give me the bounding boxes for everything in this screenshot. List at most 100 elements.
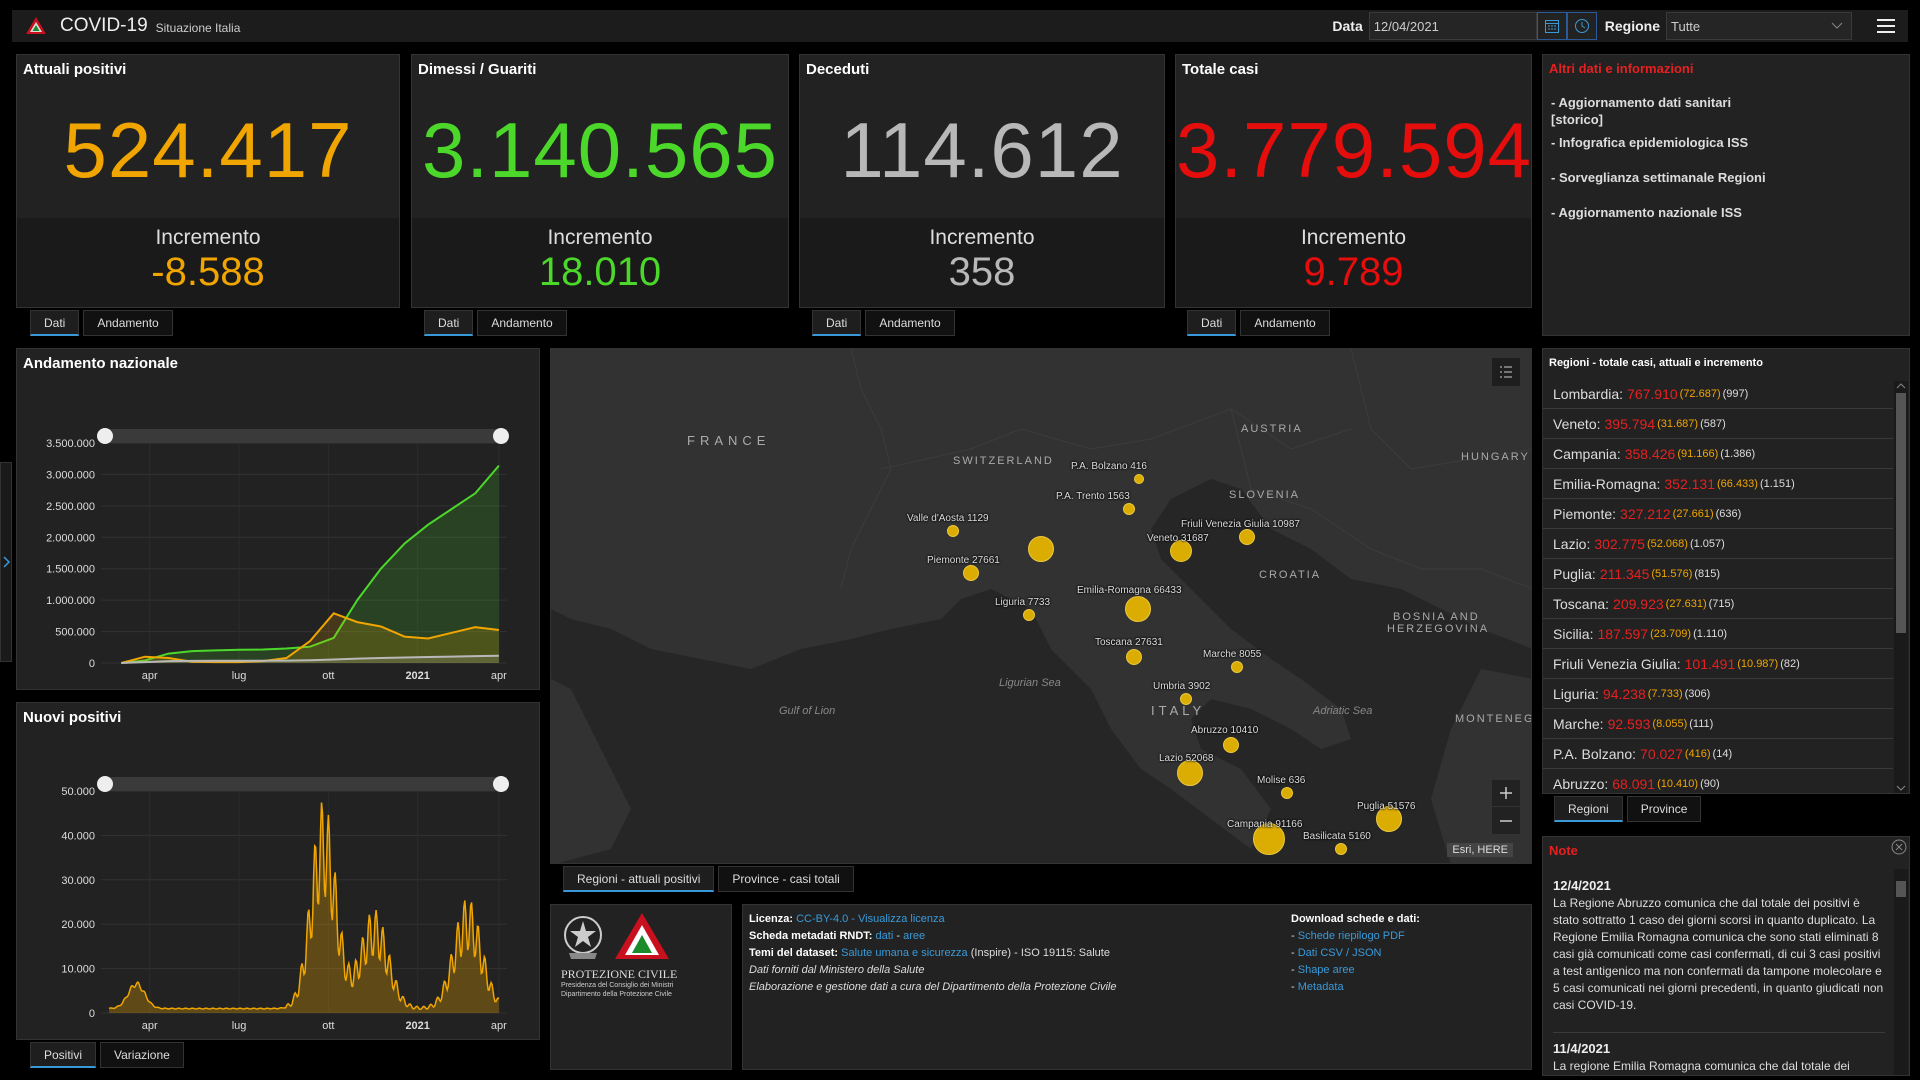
- map-bubble[interactable]: [1223, 737, 1239, 753]
- link-metadata[interactable]: Metadata: [1297, 981, 1344, 993]
- tab-variazione[interactable]: Variazione: [100, 1042, 184, 1068]
- region-row[interactable]: Friuli Venezia Giulia: 101.491 (10.987) (82…: [1543, 649, 1893, 679]
- map-layer-list-button[interactable]: [1491, 357, 1521, 387]
- link-cc-by[interactable]: CC-BY-4.0: [796, 913, 849, 925]
- region-increment: (14): [1712, 747, 1733, 760]
- map-bubble[interactable]: [1253, 823, 1285, 855]
- link-temi[interactable]: Salute umana e sicurezza: [841, 947, 968, 959]
- region-row[interactable]: Veneto: 395.794 (31.687) (587): [1543, 409, 1893, 439]
- info-link-iss[interactable]: - Aggiornamento nazionale ISS: [1551, 205, 1742, 220]
- region-name: Campania:: [1553, 445, 1621, 462]
- map-region-label: Veneto 31687: [1147, 533, 1209, 544]
- map-bubble[interactable]: [1123, 503, 1135, 515]
- side-toggle[interactable]: [0, 462, 12, 662]
- tab-province-totali[interactable]: Province - casi totali: [718, 866, 854, 892]
- tab-andamento[interactable]: Andamento: [477, 310, 567, 336]
- map-bubble[interactable]: [1125, 596, 1151, 622]
- link-shape[interactable]: Shape aree: [1297, 964, 1355, 976]
- map-panel[interactable]: FRANCE SWITZERLAND AUSTRIA HUNGARY SLOVE…: [550, 348, 1532, 864]
- region-row[interactable]: Piemonte: 327.212 (27.661) (636): [1543, 499, 1893, 529]
- range-slider-track[interactable]: [101, 429, 507, 443]
- region-row[interactable]: Liguria: 94.238 (7.733) (306): [1543, 679, 1893, 709]
- tab-andamento[interactable]: Andamento: [865, 310, 955, 336]
- stat-value: 114.612: [840, 106, 1124, 194]
- tab-dati[interactable]: Dati: [424, 310, 474, 336]
- region-row[interactable]: Toscana: 209.923 (27.631) (715): [1543, 589, 1893, 619]
- series-line[interactable]: [108, 802, 500, 1011]
- tab-dati[interactable]: Dati: [812, 310, 862, 336]
- region-row[interactable]: Emilia-Romagna: 352.131 (66.433) (1.151): [1543, 469, 1893, 499]
- map-bubble[interactable]: [1126, 649, 1142, 665]
- clock-button[interactable]: [1566, 12, 1597, 40]
- range-slider-handle[interactable]: [97, 776, 113, 792]
- nuovi-positivi-chart[interactable]: 0 10.000 20.000 30.000 40.000 50.000 apr lug ott…: [17, 731, 539, 1037]
- x-tick-label: lug: [232, 1020, 247, 1032]
- map-bubble[interactable]: [1281, 787, 1293, 799]
- map-bubble[interactable]: [1134, 474, 1144, 484]
- map-bubble[interactable]: [1376, 806, 1402, 832]
- region-row[interactable]: Puglia: 211.345 (51.576) (815): [1543, 559, 1893, 589]
- region-row[interactable]: Lazio: 302.775 (52.068) (1.057): [1543, 529, 1893, 559]
- region-total: 209.923: [1613, 595, 1664, 612]
- map-bubble[interactable]: [1335, 843, 1347, 855]
- map-bubble[interactable]: [1023, 609, 1035, 621]
- y-tick-label: 10.000: [61, 964, 95, 976]
- tab-dati[interactable]: Dati: [1187, 310, 1237, 336]
- range-slider-track[interactable]: [101, 777, 507, 791]
- info-link-infografica[interactable]: - Infografica epidemiologica ISS: [1551, 135, 1749, 150]
- region-row[interactable]: P.A. Bolzano: 70.027 (416) (14): [1543, 739, 1893, 769]
- map-bubble[interactable]: [1180, 693, 1192, 705]
- stat-inc: -8.588: [151, 250, 265, 294]
- series-line[interactable]: [121, 464, 500, 664]
- region-row[interactable]: Abruzzo: 68.091 (10.410) (90): [1543, 769, 1893, 793]
- region-name: P.A. Bolzano:: [1553, 745, 1637, 762]
- andamento-chart[interactable]: 0 500.000 1.000.000 1.500.000 2.000.000 2.500…: [17, 377, 539, 687]
- info-link-aggiornamento[interactable]: - Aggiornamento dati sanitari [storico]: [1551, 95, 1732, 127]
- expand-icon[interactable]: [1891, 839, 1907, 855]
- stat-inc: 9.789: [1303, 250, 1404, 294]
- regions-scrollbar[interactable]: [1894, 381, 1908, 793]
- map-region-label: Liguria 7733: [995, 597, 1051, 608]
- link-csv-json[interactable]: Dati CSV / JSON: [1297, 947, 1382, 959]
- map-bubble[interactable]: [1170, 540, 1192, 562]
- map-bubble-lombardia[interactable]: [1028, 536, 1054, 562]
- zoom-out-button[interactable]: [1492, 807, 1520, 834]
- chart-andamento-panel: Andamento nazionale 0 500.000 1.000.000 1.5…: [16, 348, 540, 690]
- tab-andamento[interactable]: Andamento: [83, 310, 173, 336]
- map-bubble[interactable]: [963, 565, 979, 581]
- tab-dati[interactable]: Dati: [30, 310, 80, 336]
- series-line[interactable]: [121, 654, 499, 664]
- tab-positivi[interactable]: Positivi: [30, 1042, 97, 1068]
- map-bubble[interactable]: [947, 525, 959, 537]
- region-select[interactable]: Tutte: [1666, 12, 1852, 40]
- map-bubble[interactable]: [1231, 661, 1243, 673]
- region-row[interactable]: Sicilia: 187.597 (23.709) (1.110): [1543, 619, 1893, 649]
- tab-regioni[interactable]: Regioni: [1554, 796, 1623, 822]
- notes-scrollbar[interactable]: [1894, 869, 1908, 1075]
- region-row[interactable]: Campania: 358.426 (91.166) (1.386): [1543, 439, 1893, 469]
- y-tick-label: 50.000: [61, 786, 95, 798]
- region-row[interactable]: Marche: 92.593 (8.055) (111): [1543, 709, 1893, 739]
- tab-andamento[interactable]: Andamento: [1240, 310, 1330, 336]
- range-slider-handle[interactable]: [493, 428, 509, 444]
- range-slider-handle[interactable]: [493, 776, 509, 792]
- calendar-button[interactable]: [1536, 12, 1567, 40]
- map-bubble[interactable]: [1239, 529, 1255, 545]
- menu-button[interactable]: [1864, 10, 1908, 42]
- link-rndt-aree[interactable]: aree: [903, 930, 926, 942]
- region-row[interactable]: Lombardia: 767.910 (72.687) (997): [1543, 379, 1893, 409]
- info-link-sorveglianza[interactable]: - Sorveglianza settimanale Regioni: [1551, 170, 1766, 185]
- protezione-civile-logo: [615, 913, 669, 959]
- link-pdf[interactable]: Schede riepilogo PDF: [1297, 930, 1405, 942]
- tab-province[interactable]: Province: [1626, 796, 1702, 822]
- region-attuali: (416): [1684, 747, 1711, 760]
- map-bubble[interactable]: [1177, 760, 1203, 786]
- zoom-in-button[interactable]: [1492, 780, 1520, 807]
- range-slider-handle[interactable]: [97, 428, 113, 444]
- regions-list[interactable]: Lombardia: 767.910 (72.687) (997) Veneto: 395…: [1543, 379, 1893, 793]
- date-input[interactable]: 12/04/2021: [1368, 12, 1537, 40]
- link-licenza[interactable]: Visualizza licenza: [858, 913, 945, 925]
- region-total: 352.131: [1664, 475, 1715, 492]
- tab-regioni-attuali[interactable]: Regioni - attuali positivi: [563, 866, 715, 892]
- link-rndt-dati[interactable]: dati: [875, 930, 894, 942]
